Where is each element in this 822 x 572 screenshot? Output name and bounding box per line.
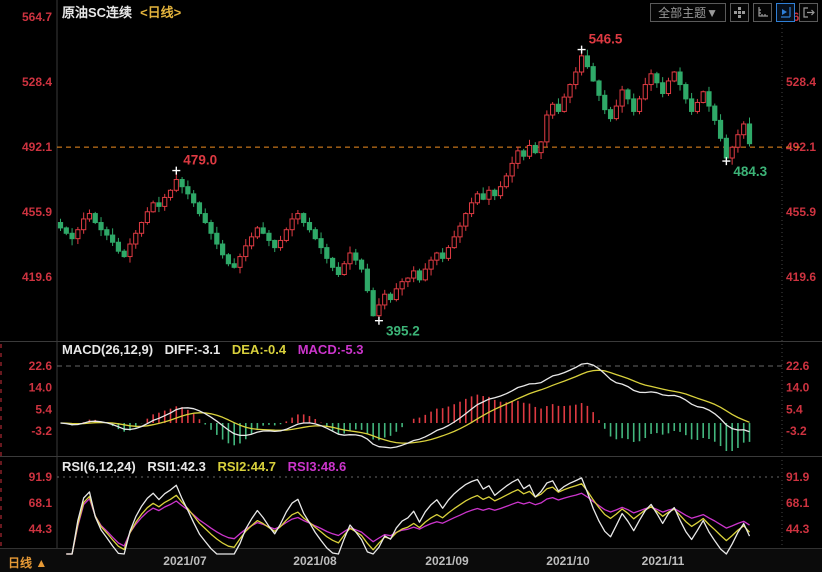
- x-axis-label: 2021/11: [641, 554, 685, 568]
- axis-tick-label: 564.7: [22, 10, 52, 24]
- annotation-cross-marker: [577, 45, 586, 54]
- main-chart-legend: 原油SC连续 <日线>: [62, 2, 189, 21]
- axis-tick-label: 91.9: [786, 470, 810, 484]
- axis-tick-label: -3.2: [786, 424, 807, 438]
- scale-axis-icon[interactable]: [753, 3, 772, 22]
- theme-dropdown-button[interactable]: 全部主题▼: [650, 3, 726, 22]
- rsi1-value: RSI1:42.3: [147, 459, 206, 474]
- x-axis-label: 2021/10: [546, 554, 590, 568]
- x-axis-label: 2021/08: [293, 554, 337, 568]
- axis-tick-label: 455.9: [786, 205, 816, 219]
- macd-name-label: MACD(26,12,9): [62, 342, 154, 357]
- chart-toolbar: 全部主题▼: [650, 3, 818, 22]
- axis-tick-label: 5.4: [786, 402, 803, 416]
- axis-tick-label: 22.6: [29, 359, 53, 373]
- axis-tick-label: 528.4: [786, 75, 816, 89]
- axis-tick-label: 68.1: [29, 496, 53, 510]
- x-axis-bar: 日线 ▲ 2021/07 2021/08 2021/09 2021/10 2021/11: [0, 548, 822, 572]
- axis-tick-label: 68.1: [786, 496, 810, 510]
- annotation-price-label: 546.5: [589, 32, 623, 47]
- macd-dea-value: DEA:-0.4: [231, 342, 287, 357]
- axis-tick-label: 455.9: [22, 205, 52, 219]
- rsi2-value: RSI2:44.7: [217, 459, 277, 474]
- axis-tick-label: 419.6: [22, 270, 52, 284]
- axis-tick-label: 44.3: [786, 522, 810, 536]
- axis-tick-label: 91.9: [29, 470, 53, 484]
- axis-tick-label: 14.0: [29, 381, 53, 395]
- macd-legend: MACD(26,12,9) DIFF:-3.1 DEA:-0.4 MACD:-5…: [62, 342, 371, 357]
- right-axis-icon[interactable]: [776, 3, 795, 22]
- macd-diff-value: DIFF:-3.1: [164, 342, 221, 357]
- axis-tick-label: 44.3: [29, 522, 53, 536]
- period-tab[interactable]: 日线 ▲: [8, 556, 48, 570]
- annotation-price-label: 479.0: [183, 153, 217, 168]
- annotation-cross-marker: [172, 166, 181, 175]
- annotation-price-label: 484.3: [733, 164, 767, 179]
- axis-tick-label: 528.4: [22, 75, 52, 89]
- axis-tick-label: 14.0: [786, 381, 810, 395]
- axis-tick-label: 492.1: [786, 140, 816, 154]
- x-axis-label: 2021/09: [425, 554, 469, 568]
- annotation-price-label: 395.2: [386, 324, 420, 339]
- period-tag: <日线>: [140, 5, 182, 20]
- x-axis-label: 2021/07: [163, 554, 207, 568]
- move-out-icon[interactable]: [799, 3, 818, 22]
- symbol-name: 原油SC连续: [62, 5, 133, 20]
- axis-tick-label: 5.4: [35, 402, 52, 416]
- axis-tick-label: -3.2: [31, 424, 52, 438]
- rsi3-value: RSI3:48.6: [287, 459, 347, 474]
- axis-tick-label: 419.6: [786, 270, 816, 284]
- rsi-name-label: RSI(6,12,24): [62, 459, 136, 474]
- annotation-cross-marker: [374, 316, 383, 325]
- pan-icon[interactable]: [730, 3, 749, 22]
- rsi-legend: RSI(6,12,24) RSI1:42.3 RSI2:44.7 RSI3:48…: [62, 459, 354, 474]
- macd-macd-value: MACD:-5.3: [297, 342, 364, 357]
- annotation-cross-marker: [722, 157, 731, 166]
- axis-tick-label: 492.1: [22, 140, 52, 154]
- axis-tick-label: 22.6: [786, 359, 810, 373]
